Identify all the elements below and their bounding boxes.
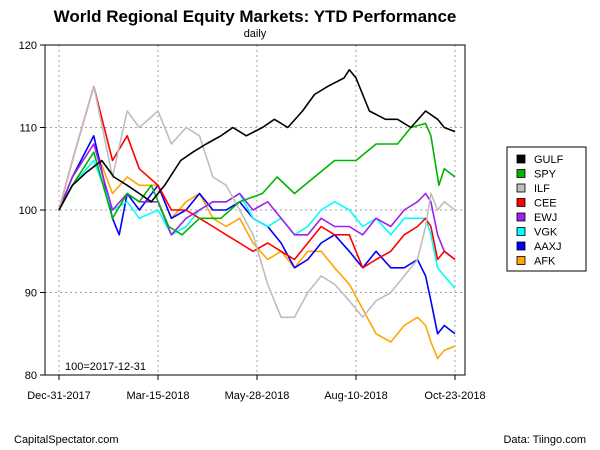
legend-label-ewj: EWJ (534, 212, 557, 224)
x-tick-label: Dec-31-2017 (27, 390, 91, 402)
y-tick-label: 120 (19, 40, 37, 52)
footer-source-left: CapitalSpectator.com (14, 434, 119, 446)
series-line-spy (58, 122, 456, 236)
series-line-cee (58, 85, 456, 269)
legend-label-spy: SPY (534, 169, 557, 181)
legend-swatch-cee (516, 198, 526, 207)
x-tick-label: May-28-2018 (225, 390, 290, 402)
grid (45, 44, 465, 376)
series-line-aaxj (58, 135, 456, 335)
legend-label-ilf: ILF (534, 183, 550, 195)
chart-subtitle: daily (244, 28, 267, 40)
legend-swatch-aaxj (516, 241, 526, 251)
legend-swatch-vgk (516, 227, 526, 236)
x-axis: Dec-31-2017 Mar-15-2018 May-28-2018 Aug-10-… (27, 375, 486, 402)
series-line-gulf (58, 69, 456, 211)
legend-label-afk: AFK (534, 256, 556, 268)
legend-label-aaxj: AAXJ (534, 241, 562, 253)
x-tick-label: Oct-23-2018 (424, 390, 485, 402)
series-layer (58, 69, 456, 360)
y-tick-label: 80 (25, 370, 37, 382)
legend-label-cee: CEE (534, 198, 557, 210)
legend: GULF SPY ILF CEE EWJ VGK AAXJ AFK (506, 146, 587, 272)
legend-label-gulf: GULF (534, 154, 564, 166)
legend-swatch-spy (516, 169, 526, 178)
series-line-ilf (58, 85, 456, 319)
legend-label-vgk: VGK (534, 227, 558, 239)
footer-source-right: Data: Tiingo.com (503, 434, 586, 446)
y-tick-label: 90 (25, 288, 37, 300)
x-tick-label: Aug-10-2018 (324, 390, 388, 402)
y-tick-label: 110 (19, 123, 37, 135)
chart-title: World Regional Equity Markets: YTD Perfo… (54, 7, 457, 26)
legend-swatch-afk (516, 256, 526, 265)
x-tick-label: Mar-15-2018 (127, 390, 190, 402)
legend-swatch-ilf (516, 183, 526, 193)
y-tick-label: 100 (19, 205, 37, 217)
baseline-annotation: 100=2017-12-31 (65, 361, 146, 373)
y-axis: 80 90 100 110 120 (19, 40, 45, 382)
legend-swatch-ewj (516, 212, 526, 222)
legend-swatch-gulf (516, 154, 526, 164)
